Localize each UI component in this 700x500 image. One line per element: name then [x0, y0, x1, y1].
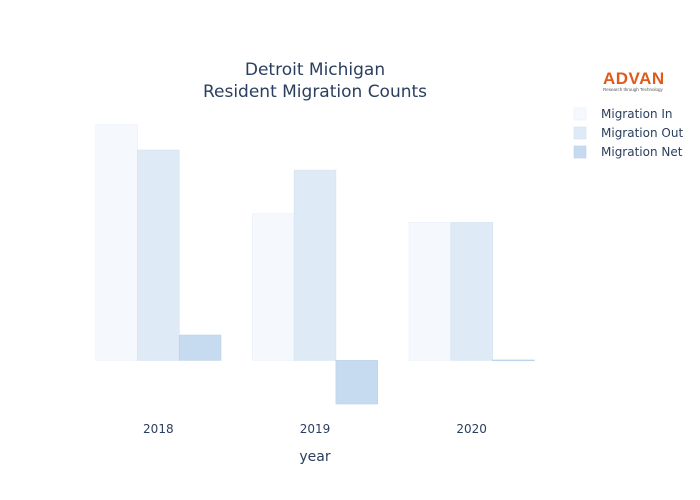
- x-tick-label-2020: 2020: [456, 422, 487, 436]
- bar-migration-net-2019[interactable]: [335, 360, 378, 405]
- chart-title: Detroit Michigan Resident Migration Coun…: [203, 60, 427, 102]
- bar-migration-in-2020[interactable]: [408, 222, 452, 361]
- legend-item-migration-out[interactable]: Migration Out: [573, 126, 683, 140]
- plot-area: [95, 124, 535, 405]
- logo-tagline: Research through Technology: [603, 87, 663, 92]
- bar-migration-net-2020[interactable]: [492, 359, 535, 362]
- legend-swatch-migration-out: [573, 126, 587, 140]
- legend-item-migration-in[interactable]: Migration In: [573, 107, 673, 121]
- x-axis-ticks: 2018 2019 2020: [143, 422, 487, 436]
- legend-item-migration-net[interactable]: Migration Net: [573, 145, 683, 159]
- x-axis-title: year: [299, 449, 330, 465]
- legend-swatch-migration-net: [573, 145, 587, 159]
- bar-migration-out-2020[interactable]: [450, 222, 493, 361]
- logo-wordmark: ADVAN: [603, 69, 665, 88]
- x-tick-label-2019: 2019: [300, 422, 331, 436]
- chart-title-line-2: Resident Migration Counts: [203, 82, 427, 102]
- chart-title-line-1: Detroit Michigan: [245, 60, 385, 80]
- bar-migration-out-2019[interactable]: [293, 169, 337, 361]
- legend-label-migration-in: Migration In: [601, 107, 673, 121]
- bar-migration-in-2019[interactable]: [252, 213, 295, 361]
- legend-label-migration-out: Migration Out: [601, 126, 683, 140]
- bar-migration-net-2018[interactable]: [178, 334, 222, 361]
- bar-migration-in-2018[interactable]: [95, 124, 138, 361]
- legend-label-migration-net: Migration Net: [601, 145, 683, 159]
- x-tick-label-2018: 2018: [143, 422, 174, 436]
- legend-swatch-migration-in: [573, 107, 587, 121]
- bar-migration-out-2018[interactable]: [137, 149, 180, 361]
- legend[interactable]: Migration In Migration Out Migration Net: [573, 107, 683, 159]
- advan-logo: ADVAN Research through Technology: [603, 69, 665, 92]
